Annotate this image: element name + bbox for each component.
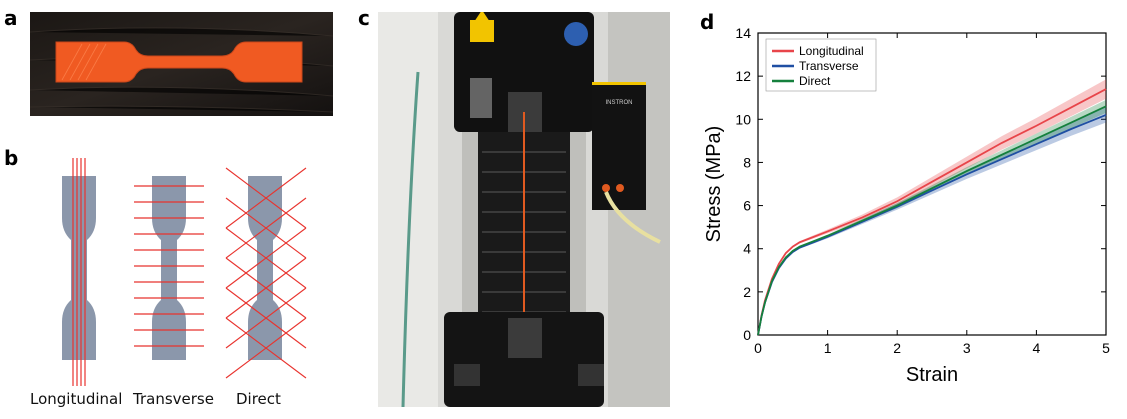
y-tick-label: 2 bbox=[743, 284, 751, 300]
instron-brand: INSTRON bbox=[606, 100, 633, 106]
x-tick-label: 0 bbox=[754, 340, 762, 356]
y-tick-label: 4 bbox=[743, 241, 751, 257]
panel-letter-c: c bbox=[358, 6, 370, 30]
plot-frame bbox=[757, 32, 1107, 336]
transverse-dogbone bbox=[134, 176, 204, 360]
x-tick-label: 2 bbox=[893, 340, 901, 356]
panel-letter-b: b bbox=[4, 146, 19, 170]
x-tick-label: 1 bbox=[824, 340, 832, 356]
warning-sign-icon bbox=[470, 20, 494, 42]
panel-letter-a: a bbox=[4, 6, 18, 30]
error-band-transverse bbox=[758, 107, 1106, 336]
cable bbox=[401, 71, 420, 407]
specimen-photo bbox=[30, 12, 333, 116]
y-tick-label: 14 bbox=[735, 25, 751, 41]
error-band-direct bbox=[758, 99, 1106, 335]
x-tick-label: 5 bbox=[1102, 340, 1110, 356]
longitudinal-dogbone bbox=[62, 158, 96, 386]
x-tick-label: 3 bbox=[963, 340, 971, 356]
x-axis-label: Strain bbox=[906, 364, 958, 386]
label-longitudinal: Longitudinal bbox=[30, 390, 123, 408]
y-tick-label: 12 bbox=[735, 68, 751, 84]
x-tick-label: 4 bbox=[1033, 340, 1041, 356]
direct-dogbone bbox=[225, 167, 307, 379]
lower-grip bbox=[508, 318, 542, 358]
y-axis-label: Stress (MPa) bbox=[703, 126, 725, 243]
y-tick-label: 0 bbox=[743, 327, 751, 343]
tensile-machine-photo: INSTRON bbox=[378, 12, 670, 407]
print-pattern-diagram bbox=[62, 158, 307, 386]
label-transverse: Transverse bbox=[133, 390, 214, 408]
label-direct: Direct bbox=[236, 390, 281, 408]
series-line-transverse bbox=[757, 114, 1107, 336]
safety-sign-icon bbox=[564, 22, 588, 46]
orange-specimen bbox=[55, 41, 303, 83]
lower-crosshead bbox=[444, 312, 604, 407]
legend-entry: Longitudinal bbox=[799, 44, 864, 58]
error-band-longitudinal bbox=[758, 79, 1106, 335]
series-line-direct bbox=[757, 105, 1107, 336]
panel-letter-d: d bbox=[700, 10, 715, 34]
legend-entry: Transverse bbox=[799, 59, 859, 73]
legend-entry: Direct bbox=[799, 74, 831, 88]
y-tick-label: 10 bbox=[735, 111, 751, 127]
y-tick-label: 6 bbox=[743, 198, 751, 214]
y-tick-label: 8 bbox=[743, 154, 751, 170]
